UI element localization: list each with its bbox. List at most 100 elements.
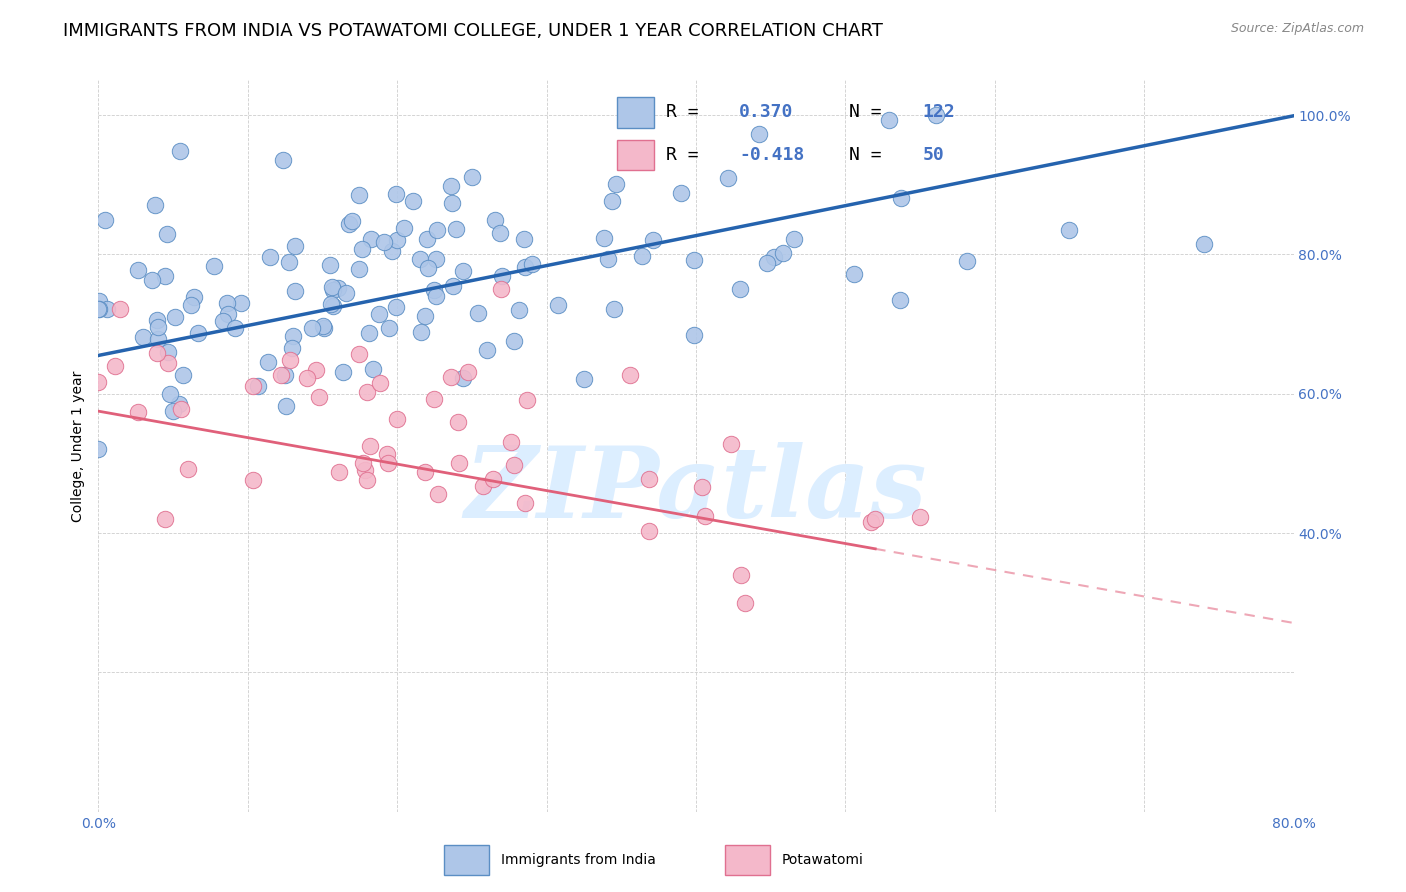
Point <box>631 249 654 263</box>
Point <box>844 267 866 281</box>
Point <box>146 332 169 346</box>
Point <box>440 178 463 193</box>
Point <box>132 330 155 344</box>
Point <box>619 368 641 383</box>
Point <box>143 198 166 212</box>
Point <box>427 487 450 501</box>
Point <box>169 145 191 159</box>
Point <box>335 286 357 301</box>
Point <box>242 474 264 488</box>
Point <box>605 177 627 191</box>
Point <box>682 253 704 268</box>
Point <box>127 405 149 419</box>
Point <box>772 246 794 260</box>
Point <box>217 295 239 310</box>
Point <box>361 362 384 376</box>
Point <box>956 253 979 268</box>
Point <box>730 567 752 582</box>
Point <box>167 396 190 410</box>
Point <box>356 385 378 400</box>
Point <box>146 313 169 327</box>
Point <box>426 223 449 237</box>
Point <box>295 371 318 385</box>
Point <box>156 227 179 242</box>
Point <box>360 232 382 246</box>
Point <box>276 399 298 413</box>
Point <box>516 393 538 408</box>
Point <box>385 300 408 314</box>
Point <box>508 302 530 317</box>
Bar <box>444 845 489 875</box>
Point <box>1192 237 1215 252</box>
Point <box>503 458 526 472</box>
Point <box>489 227 512 241</box>
Point <box>593 231 616 245</box>
Point <box>409 252 432 267</box>
Point <box>451 264 474 278</box>
Point <box>165 310 187 324</box>
Point <box>87 293 110 308</box>
Point <box>515 496 537 510</box>
Point <box>440 370 463 384</box>
Point <box>326 280 349 294</box>
Bar <box>617 97 654 128</box>
Point <box>87 302 110 317</box>
Point <box>284 284 307 298</box>
Point <box>377 456 399 470</box>
Point <box>183 290 205 304</box>
Point <box>318 259 340 273</box>
Point <box>347 261 370 276</box>
Point <box>375 447 398 461</box>
Point <box>180 297 202 311</box>
Point <box>93 213 115 227</box>
Point <box>337 217 360 231</box>
Point <box>865 512 887 526</box>
Bar <box>617 140 654 170</box>
Point <box>394 221 416 235</box>
Point <box>499 434 522 449</box>
Point <box>172 368 194 382</box>
Point <box>157 344 180 359</box>
Point <box>141 273 163 287</box>
Point <box>352 456 374 470</box>
Point <box>693 508 716 523</box>
Point <box>467 306 489 320</box>
Point <box>321 279 343 293</box>
Point <box>425 288 447 302</box>
Point <box>682 327 704 342</box>
Point <box>447 415 470 429</box>
Point <box>520 257 543 271</box>
Point <box>596 252 619 266</box>
Point <box>373 235 395 250</box>
Point <box>87 442 110 457</box>
Point <box>755 256 778 270</box>
Point <box>211 314 233 328</box>
Point <box>513 260 536 275</box>
Point <box>103 359 125 373</box>
Point <box>444 222 467 236</box>
Bar <box>725 845 770 875</box>
Point <box>748 127 770 141</box>
Point <box>384 187 406 202</box>
Point <box>328 465 350 479</box>
Text: 50: 50 <box>922 146 945 164</box>
Point <box>271 153 294 167</box>
Point <box>127 262 149 277</box>
Text: ZIPatlas: ZIPatlas <box>465 442 927 538</box>
Point <box>368 307 391 321</box>
Point <box>491 282 513 296</box>
Point <box>87 375 110 389</box>
Point <box>145 346 167 360</box>
Point <box>387 412 409 426</box>
Point <box>242 379 264 393</box>
Point <box>359 439 381 453</box>
Point <box>1059 222 1081 236</box>
Point <box>308 390 330 404</box>
Point <box>148 320 170 334</box>
Point <box>481 472 503 486</box>
Point <box>734 596 756 610</box>
Point <box>246 379 269 393</box>
Point <box>877 112 900 127</box>
Point <box>155 512 177 526</box>
Point <box>889 293 911 307</box>
